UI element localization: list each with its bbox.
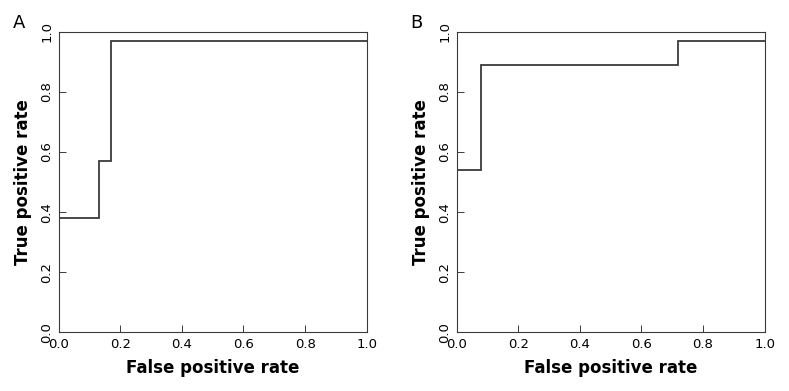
Text: B: B — [410, 14, 423, 32]
X-axis label: False positive rate: False positive rate — [524, 359, 697, 377]
X-axis label: False positive rate: False positive rate — [126, 359, 299, 377]
Y-axis label: True positive rate: True positive rate — [412, 99, 430, 265]
Text: A: A — [13, 14, 25, 32]
Y-axis label: True positive rate: True positive rate — [14, 99, 32, 265]
